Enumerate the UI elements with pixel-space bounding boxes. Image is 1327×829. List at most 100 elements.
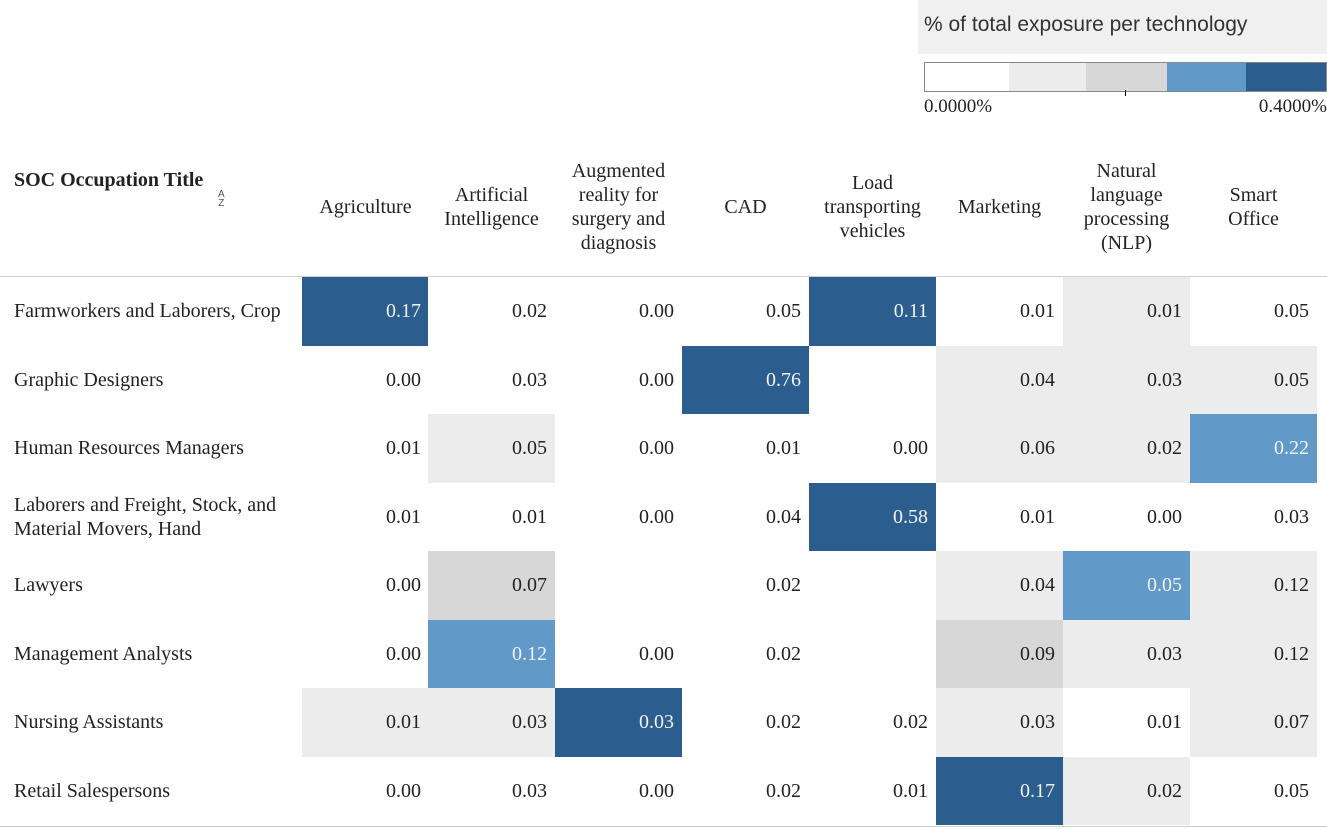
heatmap-cell[interactable]: 0.00	[555, 277, 682, 346]
heatmap-cell[interactable]: 0.76	[682, 346, 809, 414]
heatmap-cell[interactable]: 0.05	[1190, 346, 1317, 414]
column-header-line: diagnosis	[580, 232, 657, 254]
heatmap-cell[interactable]: 0.00	[555, 346, 682, 414]
column-header[interactable]: CAD	[682, 138, 809, 276]
column-header-line: Smart	[1229, 184, 1278, 206]
heatmap-cell[interactable]: 0.05	[1190, 277, 1317, 346]
heatmap-cell[interactable]: 0.11	[809, 277, 936, 346]
column-header-line: (NLP)	[1100, 232, 1153, 254]
column-header-line: Natural	[1096, 160, 1157, 182]
column-header[interactable]: Load transporting vehicles	[809, 138, 936, 276]
heatmap-cell[interactable]: 0.00	[555, 757, 682, 825]
legend-segment-1	[1008, 63, 1087, 91]
heatmap-cell[interactable]: 0.04	[936, 346, 1063, 414]
heatmap-cell[interactable]: 0.00	[555, 620, 682, 688]
heatmap-cell[interactable]: 0.07	[1190, 688, 1317, 757]
heatmap-cell[interactable]: 0.03	[936, 688, 1063, 757]
heatmap-cell[interactable]: 0.12	[1190, 620, 1317, 688]
column-header[interactable]: Agriculture	[302, 138, 429, 276]
column-header-line: Office	[1228, 208, 1279, 230]
column-header[interactable]: Natural language processing (NLP)	[1063, 138, 1190, 276]
column-header[interactable]: Augmented reality for surgery and diagnosis	[555, 138, 682, 276]
heatmap-cell[interactable]: 0.02	[1063, 757, 1190, 825]
heatmap-cell[interactable]: 0.07	[428, 551, 555, 620]
column-header[interactable]: Smart Office	[1190, 138, 1317, 276]
heatmap-cell[interactable]: 0.00	[302, 620, 429, 688]
heatmap-cell[interactable]: 0.01	[936, 277, 1063, 346]
heatmap-cell[interactable]: 0.03	[428, 688, 555, 757]
heatmap-cell[interactable]: 0.09	[936, 620, 1063, 688]
heatmap-cell[interactable]: 0.02	[809, 688, 936, 757]
column-header-line: Marketing	[957, 196, 1042, 218]
row-label: Retail Salespersons	[14, 780, 171, 802]
column-header-line: Load	[851, 172, 894, 194]
heatmap-cell[interactable]: 0.04	[682, 483, 809, 551]
heatmap-cell[interactable]: 0.02	[682, 551, 809, 620]
column-header-line: Intelligence	[444, 208, 539, 230]
heatmap-cell[interactable]	[555, 551, 682, 620]
legend-segment-0	[925, 63, 1009, 91]
heatmap-cell[interactable]: 0.00	[555, 483, 682, 551]
heatmap-cell[interactable]: 0.04	[936, 551, 1063, 620]
heatmap-cell[interactable]: 0.01	[936, 483, 1063, 551]
column-header-line: Artificial	[454, 184, 529, 206]
column-header-line: language	[1090, 184, 1163, 206]
column-header[interactable]: Marketing	[936, 138, 1063, 276]
heatmap-cell[interactable]: 0.00	[809, 414, 936, 483]
heatmap-cell[interactable]: 0.00	[302, 551, 429, 620]
heatmap-cell[interactable]: 0.01	[809, 757, 936, 825]
heatmap-cell[interactable]: 0.01	[302, 483, 429, 551]
heatmap-cell[interactable]: 0.05	[428, 414, 555, 483]
heatmap-cell[interactable]: 0.22	[1190, 414, 1317, 483]
heatmap-cell[interactable]: 0.06	[936, 414, 1063, 483]
column-header-line: CAD	[724, 196, 767, 218]
heatmap-cell[interactable]: 0.00	[302, 757, 429, 825]
heatmap-cell[interactable]: 0.03	[1190, 483, 1317, 551]
heatmap-cell[interactable]: 0.02	[428, 277, 555, 346]
heatmap-cell[interactable]	[809, 551, 936, 620]
heatmap-cell[interactable]: 0.00	[302, 346, 429, 414]
heatmap-cell[interactable]: 0.00	[555, 414, 682, 483]
heatmap-cell[interactable]: 0.12	[1190, 551, 1317, 620]
heatmap-cell[interactable]: 0.03	[1063, 346, 1190, 414]
heatmap-cell[interactable]: 0.01	[1063, 277, 1190, 346]
heatmap-cell[interactable]: 0.03	[1063, 620, 1190, 688]
legend-max-label: 0.4000%	[1258, 96, 1327, 117]
bottom-divider	[0, 826, 1327, 827]
row-label: Nursing Assistants	[14, 711, 164, 733]
heatmap-cell[interactable]: 0.02	[682, 688, 809, 757]
soc-column-header[interactable]: SOC Occupation Title	[14, 169, 204, 191]
heatmap-cell[interactable]: 0.12	[428, 620, 555, 688]
heatmap-cell[interactable]: 0.58	[809, 483, 936, 551]
legend-segment-4	[1246, 63, 1326, 91]
legend-title: % of total exposure per technology	[918, 0, 1327, 54]
heatmap-cell[interactable]: 0.02	[682, 620, 809, 688]
column-header-line: transporting	[824, 196, 921, 218]
row-label: Lawyers	[14, 574, 83, 596]
heatmap-cell[interactable]: 0.00	[1063, 483, 1190, 551]
heatmap-cell[interactable]: 0.01	[428, 483, 555, 551]
heatmap-cell[interactable]: 0.05	[1190, 757, 1317, 825]
heatmap-cell[interactable]: 0.01	[1063, 688, 1190, 757]
legend-segment-3	[1166, 63, 1247, 91]
heatmap-cell[interactable]: 0.17	[302, 277, 429, 346]
heatmap-cell[interactable]: 0.05	[1063, 551, 1190, 620]
heatmap-cell[interactable]: 0.17	[936, 757, 1063, 825]
heatmap-cell[interactable]: 0.02	[1063, 414, 1190, 483]
heatmap-cell[interactable]: 0.02	[682, 757, 809, 825]
row-label: Human Resources Managers	[14, 437, 244, 459]
column-header[interactable]: Artificial Intelligence	[428, 138, 555, 276]
legend-min-label: 0.0000%	[924, 96, 993, 117]
row-label: Laborers and Freight, Stock, and Materia…	[14, 494, 277, 540]
heatmap-cell[interactable]	[809, 346, 936, 414]
heatmap-cell[interactable]: 0.03	[428, 757, 555, 825]
heatmap-cell[interactable]: 0.01	[302, 414, 429, 483]
heatmap-cell[interactable]	[809, 620, 936, 688]
heatmap-cell[interactable]: 0.05	[682, 277, 809, 346]
heatmap-cell[interactable]: 0.01	[302, 688, 429, 757]
heatmap-cell[interactable]: 0.03	[555, 688, 682, 757]
heatmap-cell[interactable]: 0.01	[682, 414, 809, 483]
legend-tick	[1125, 90, 1126, 96]
heatmap-cell[interactable]: 0.03	[428, 346, 555, 414]
